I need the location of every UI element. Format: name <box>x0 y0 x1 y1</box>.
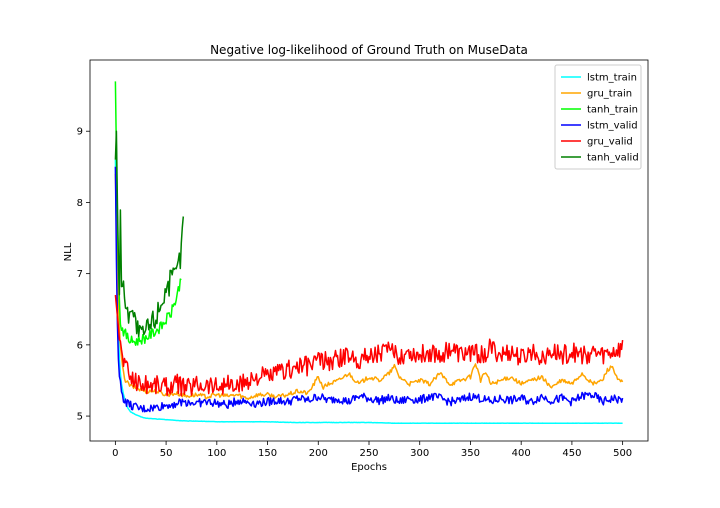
x-tick-label: 500 <box>613 448 632 459</box>
x-tick-label: 150 <box>258 448 277 459</box>
legend-label-gru-valid: gru_valid <box>587 137 633 148</box>
x-tick-label: 400 <box>512 448 531 459</box>
legend-label-tanh-valid: tanh_valid <box>587 153 639 164</box>
series-line-tanh-valid <box>114 130 185 338</box>
plot-lines <box>114 81 624 425</box>
y-axis-label: NLL <box>63 242 74 261</box>
x-tick-label: 350 <box>461 448 480 459</box>
legend-label-gru-train: gru_train <box>587 89 632 100</box>
legend-label-lstm-train: lstm_train <box>587 73 637 84</box>
x-tick-label: 300 <box>410 448 429 459</box>
x-tick-label: 50 <box>160 448 173 459</box>
legend: lstm_train gru_train tanh_train lstm_validg… <box>554 64 642 170</box>
chart-title: Negative log-likelihood of Ground Truth … <box>210 43 528 57</box>
legend-box <box>554 64 642 170</box>
x-tick-label: 450 <box>562 448 581 459</box>
series-line-lstm-valid <box>114 166 624 413</box>
y-tick-label: 6 <box>77 340 83 351</box>
series-line-gru-valid <box>114 294 624 397</box>
y-tick-label: 5 <box>77 412 83 423</box>
x-axis-label: Epochs <box>351 462 387 473</box>
x-tick-label: 100 <box>207 448 226 459</box>
y-tick-label: 7 <box>77 269 83 280</box>
y-ticks: 5 6 7 8 9 <box>77 127 90 423</box>
x-ticks: 0 50 100 150 200 250 300 350 400 450 500 <box>112 441 632 459</box>
x-tick-label: 250 <box>359 448 378 459</box>
y-tick-label: 9 <box>77 127 83 138</box>
legend-label-tanh-train: tanh_train <box>587 105 638 116</box>
y-tick-label: 8 <box>77 198 83 209</box>
series-line-lstm-train <box>114 159 623 425</box>
x-tick-label: 0 <box>112 448 118 459</box>
legend-label-lstm-valid: lstm_valid <box>587 121 638 132</box>
x-tick-label: 200 <box>309 448 328 459</box>
series-line-tanh-train <box>114 81 182 346</box>
series-line-gru-train <box>114 173 624 401</box>
